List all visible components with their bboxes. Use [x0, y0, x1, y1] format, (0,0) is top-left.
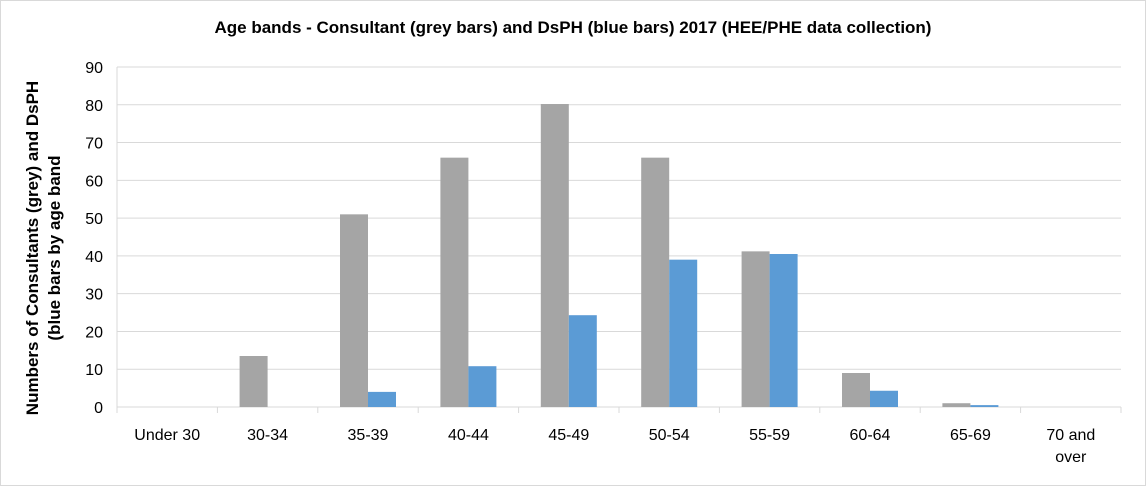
x-category-label: 45-49	[548, 427, 589, 444]
y-tick-label: 30	[85, 287, 103, 304]
y-tick-label: 60	[85, 173, 103, 190]
bar-dsph	[568, 315, 597, 407]
bar-dsph	[970, 405, 999, 407]
chart-title: Age bands - Consultant (grey bars) and D…	[214, 18, 932, 37]
y-tick-label: 20	[85, 324, 103, 341]
bar-consultant	[842, 373, 870, 407]
bar-consultant	[440, 157, 469, 407]
bar-consultant	[540, 104, 569, 408]
x-category-label: 70 and	[1046, 427, 1095, 444]
bar-dsph	[870, 390, 898, 407]
y-tick-label: 50	[85, 211, 103, 228]
x-category-label: 35-39	[348, 427, 389, 444]
x-category-label: 60-64	[850, 427, 891, 444]
bar-consultant	[641, 157, 670, 407]
x-category-label: Under 30	[134, 427, 200, 444]
bar-consultant	[239, 356, 268, 407]
bar-dsph	[368, 391, 396, 407]
y-tick-label: 0	[94, 400, 103, 417]
bar-consultant	[942, 403, 971, 407]
bar-consultant	[340, 214, 368, 407]
bar-consultant	[741, 251, 770, 407]
x-category-label: 30-34	[247, 427, 288, 444]
y-tick-label: 10	[85, 362, 103, 379]
x-category-label: 55-59	[749, 427, 790, 444]
y-tick-label: 80	[85, 98, 103, 115]
bar-dsph	[468, 366, 497, 407]
y-tick-label: 90	[85, 60, 103, 77]
y-tick-label: 70	[85, 136, 103, 153]
x-category-label: 65-69	[950, 427, 991, 444]
x-category-label: over	[1055, 449, 1087, 466]
y-tick-label: 40	[85, 249, 103, 266]
bar-dsph	[669, 259, 698, 407]
bar-dsph	[769, 254, 798, 407]
x-category-label: 40-44	[448, 427, 489, 444]
x-category-label: 50-54	[649, 427, 690, 444]
